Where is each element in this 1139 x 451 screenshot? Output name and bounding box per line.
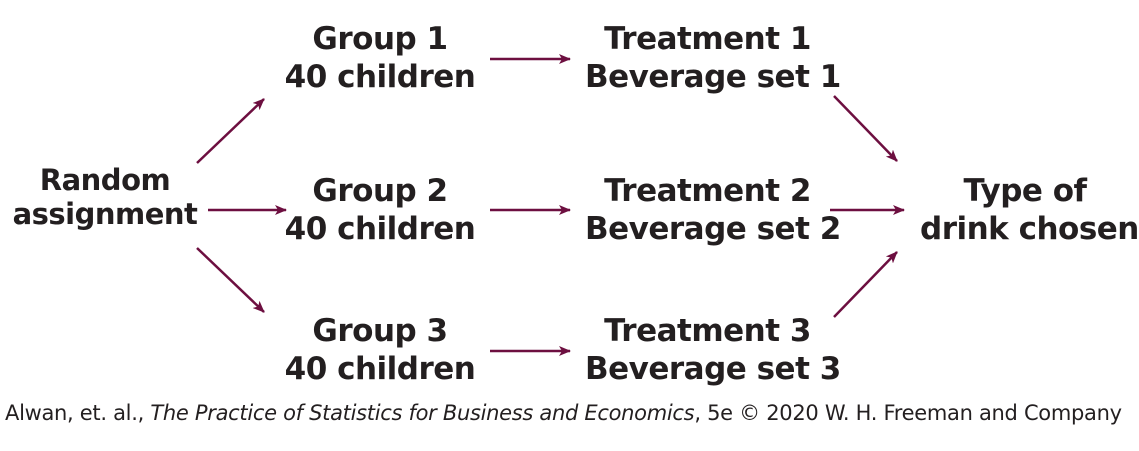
treatment-3-beverage-set: Beverage set 3	[585, 351, 841, 387]
group-2-label: Group 2	[312, 173, 448, 209]
treatment-3-label: Treatment 3	[604, 313, 811, 349]
group-1-node: Group 1 40 children	[280, 20, 480, 96]
source-caption: Alwan, et. al., The Practice of Statisti…	[5, 396, 1135, 430]
treatment-1-beverage-set: Beverage set 1	[585, 59, 841, 95]
group-1-label: Group 1	[312, 21, 448, 57]
caption-authors: Alwan, et. al.,	[5, 401, 151, 425]
group-2-node: Group 2 40 children	[280, 172, 480, 248]
treatment-2-label: Treatment 2	[604, 173, 811, 209]
treatment-2-node: Treatment 2 Beverage set 2	[585, 172, 841, 248]
group-3-node: Group 3 40 children	[280, 312, 480, 388]
treatment-2-beverage-set: Beverage set 2	[585, 211, 841, 247]
arrow-random-to-group1	[196, 98, 265, 164]
group-3-size: 40 children	[284, 351, 476, 387]
caption-edition-copyright: , 5e © 2020 W. H. Freeman and Company	[694, 401, 1122, 425]
random-assignment-line2: assignment	[12, 197, 198, 231]
treatment-3-node: Treatment 3 Beverage set 3	[585, 312, 841, 388]
group-1-size: 40 children	[284, 59, 476, 95]
outcome-line2: drink chosen	[920, 211, 1139, 247]
random-assignment-line1: Random	[39, 163, 171, 197]
outcome-node: Type of drink chosen	[920, 172, 1139, 248]
arrow-random-to-group3	[196, 247, 265, 313]
caption-book-title: The Practice of Statistics for Business …	[150, 401, 695, 425]
group-3-label: Group 3	[312, 313, 448, 349]
group-2-size: 40 children	[284, 211, 476, 247]
treatment-1-label: Treatment 1	[604, 21, 811, 57]
treatment-1-node: Treatment 1 Beverage set 1	[585, 20, 841, 96]
random-assignment-node: Random assignment	[10, 163, 200, 231]
arrow-treatment3-to-outcome	[833, 251, 898, 318]
outcome-line1: Type of	[963, 173, 1087, 209]
arrow-treatment1-to-outcome	[833, 95, 898, 162]
